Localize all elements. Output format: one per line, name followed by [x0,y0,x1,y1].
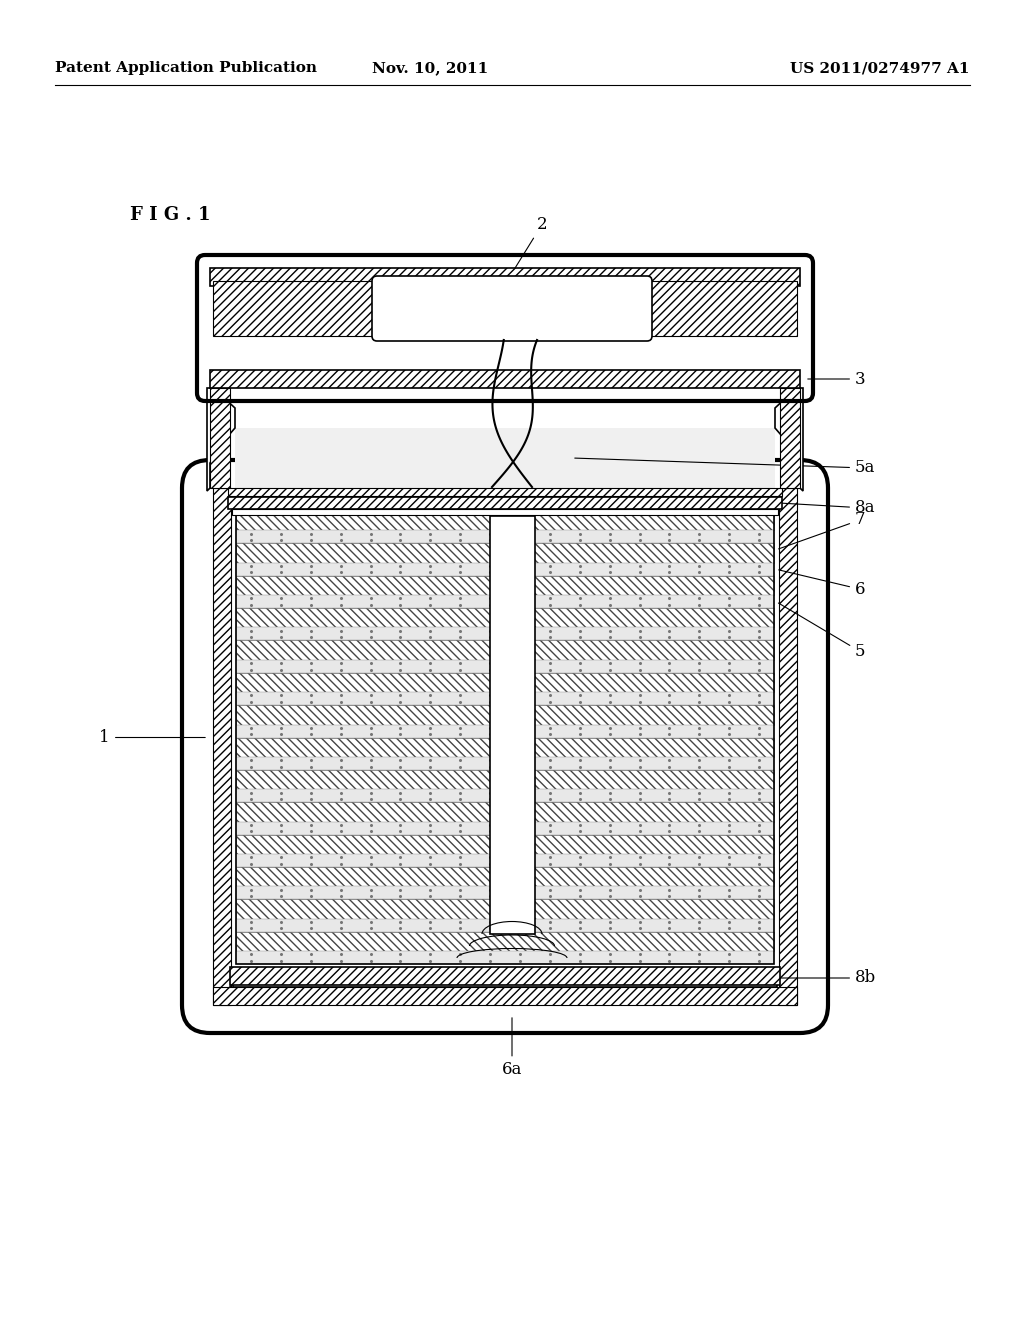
Text: 8a: 8a [781,499,876,516]
Bar [213,281,375,337]
Bar [236,899,774,919]
Bar [236,919,774,932]
Bar [228,488,782,496]
Bar [232,510,778,515]
Bar [236,511,774,531]
Bar [236,609,774,627]
Text: 3: 3 [808,371,865,388]
Text: Nov. 10, 2011: Nov. 10, 2011 [372,61,488,75]
Bar [489,516,535,935]
Bar [780,388,800,488]
Bar [236,660,774,673]
Bar [210,370,800,388]
Text: US 2011/0274977 A1: US 2011/0274977 A1 [791,61,970,75]
Text: Patent Application Publication: Patent Application Publication [55,61,317,75]
Bar [236,705,774,725]
FancyBboxPatch shape [182,459,828,1034]
Bar [236,821,774,834]
Bar [236,511,774,964]
Bar [236,803,774,821]
Bar [779,488,797,1005]
Bar [236,595,774,609]
Bar [210,388,230,488]
Bar [236,834,774,854]
Bar [236,770,774,789]
Bar [236,756,774,770]
Bar [210,268,800,286]
Bar [230,968,780,985]
Bar [236,854,774,867]
Bar [213,488,231,1005]
Bar [236,867,774,886]
Text: 8b: 8b [779,969,877,986]
Bar [236,932,774,950]
Bar [233,969,777,987]
Bar [228,498,782,510]
Bar [236,562,774,576]
Bar [236,511,774,964]
Text: 6: 6 [778,570,865,598]
Text: 2: 2 [513,216,547,271]
Bar [236,789,774,803]
Bar [213,987,797,1005]
Text: 6a: 6a [502,1018,522,1078]
Text: 5a: 5a [574,458,876,477]
Text: 7: 7 [778,511,865,549]
Polygon shape [207,388,234,491]
Bar [649,281,797,337]
Bar [236,725,774,738]
Polygon shape [775,388,803,491]
Bar [236,576,774,595]
Bar [236,692,774,705]
Bar [236,640,774,660]
Bar [236,544,774,562]
Bar [234,428,775,488]
Bar [236,673,774,692]
Text: 5: 5 [778,603,865,660]
Text: F I G . 1: F I G . 1 [130,206,211,224]
Bar [236,886,774,899]
Bar [236,531,774,544]
Bar [236,738,774,756]
Bar [236,627,774,640]
Text: 1: 1 [99,729,205,746]
FancyBboxPatch shape [372,276,652,341]
Bar [236,950,774,964]
